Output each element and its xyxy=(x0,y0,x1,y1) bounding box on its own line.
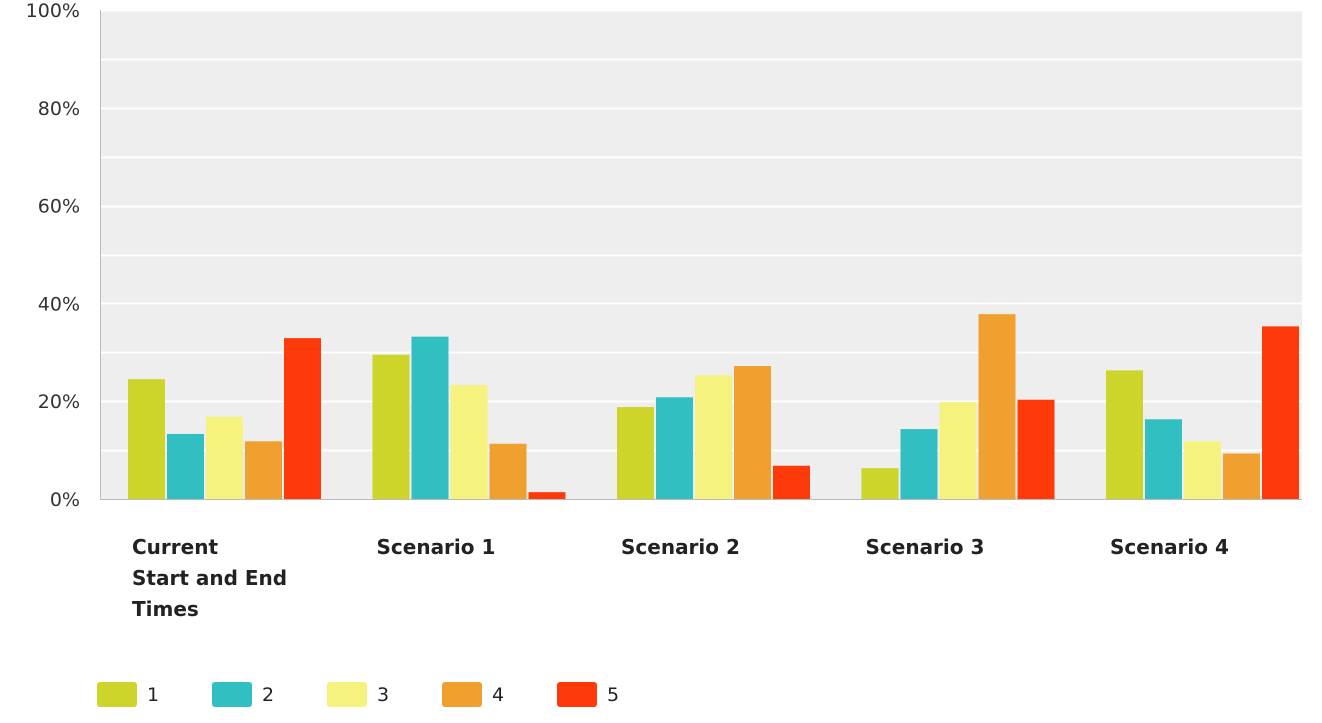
y-tick-label: 100% xyxy=(26,0,80,22)
bar-series-1-4 xyxy=(861,468,899,499)
bar-series-3-3 xyxy=(695,375,732,499)
legend: 1 2 3 4 5 xyxy=(97,682,619,707)
category-label: Scenario 1 xyxy=(377,535,496,559)
bar-series-5-2 xyxy=(528,492,566,499)
bar-series-1-2 xyxy=(372,354,410,499)
bar-series-2-4 xyxy=(900,429,938,499)
legend-item-1: 1 xyxy=(97,682,159,707)
legend-item-3: 3 xyxy=(327,682,389,707)
category-label: Current Start and End Times xyxy=(132,535,287,621)
legend-item-4: 4 xyxy=(442,682,504,707)
bar-series-5-5 xyxy=(1262,326,1299,499)
bar-series-4-3 xyxy=(734,365,771,499)
bar-series-5-1 xyxy=(284,338,321,499)
legend-label: 1 xyxy=(147,684,159,706)
category-label: Scenario 2 xyxy=(621,535,740,559)
bar-series-3-1 xyxy=(206,416,243,499)
bar-series-2-2 xyxy=(411,336,449,499)
bar-series-3-4 xyxy=(939,402,977,499)
bar-series-4-4 xyxy=(978,314,1016,499)
y-tick-label: 60% xyxy=(38,196,80,218)
category-label: Scenario 4 xyxy=(1110,535,1229,559)
bar-series-4-1 xyxy=(245,441,282,499)
bar-series-4-5 xyxy=(1223,453,1260,499)
bar-series-5-3 xyxy=(773,465,810,499)
legend-label: 2 xyxy=(262,684,274,706)
legend-swatch xyxy=(557,682,597,707)
bar-series-1-3 xyxy=(617,407,654,499)
legend-swatch xyxy=(442,682,482,707)
bar-series-2-3 xyxy=(656,397,693,499)
bar-series-3-2 xyxy=(450,385,488,499)
x-axis: Current Start and End Times Scenario 1 Scena… xyxy=(100,499,1302,621)
bar-series-1-1 xyxy=(128,379,165,499)
legend-swatch xyxy=(327,682,367,707)
y-tick-label: 40% xyxy=(38,293,80,315)
bar-series-1-5 xyxy=(1106,370,1143,499)
bar-series-2-5 xyxy=(1145,419,1182,499)
y-axis: 0% 20% 40% 60% 80% 100% xyxy=(26,0,101,511)
bar-series-5-4 xyxy=(1017,399,1055,499)
legend-label: 4 xyxy=(492,684,504,706)
bar-series-4-2 xyxy=(489,443,527,499)
legend-swatch xyxy=(97,682,137,707)
y-tick-label: 0% xyxy=(50,489,80,511)
bar-series-2-1 xyxy=(167,433,204,499)
legend-swatch xyxy=(212,682,252,707)
legend-label: 5 xyxy=(607,684,619,706)
legend-label: 3 xyxy=(377,684,389,706)
bars xyxy=(128,314,1299,499)
bar-series-3-5 xyxy=(1184,441,1221,499)
legend-item-2: 2 xyxy=(212,682,274,707)
category-label: Scenario 3 xyxy=(866,535,985,559)
y-tick-label: 80% xyxy=(38,98,80,120)
legend-item-5: 5 xyxy=(557,682,619,707)
y-tick-label: 20% xyxy=(38,391,80,413)
